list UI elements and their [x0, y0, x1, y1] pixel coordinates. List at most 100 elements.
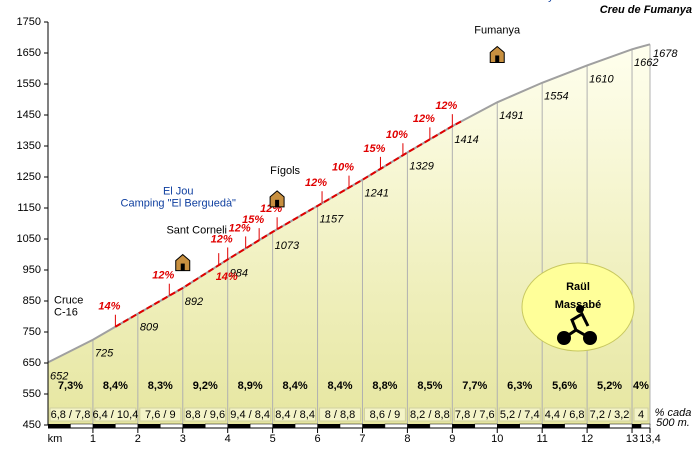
elevation-label: 652	[50, 370, 68, 382]
km-bar	[519, 423, 543, 429]
profile-area	[48, 44, 650, 425]
gradient-label: 7,7%	[462, 380, 487, 392]
steep-label: 12%	[211, 233, 233, 245]
half-km-box	[498, 407, 541, 422]
x-tick-label: 12	[581, 433, 593, 445]
x-tick-label: 1	[90, 433, 96, 445]
km-bar	[640, 423, 651, 429]
km-bar	[160, 423, 184, 429]
place-label: Fígols	[270, 165, 300, 177]
elevation-label: 809	[140, 322, 158, 334]
steep-label: 14%	[98, 301, 120, 313]
y-tick-label: 750	[23, 326, 41, 338]
half-km-label: 8,6 / 9	[370, 409, 401, 421]
half-km-label: 8,2 / 8,8	[410, 409, 450, 421]
half-km-box	[588, 407, 631, 422]
y-tick-label: 1150	[17, 202, 41, 214]
km-bar	[497, 424, 520, 428]
km-bar	[92, 424, 116, 428]
house-door	[275, 199, 280, 207]
half-km-label: 9,4 / 8,4	[230, 409, 270, 421]
half-km-box	[184, 407, 227, 422]
half-km-box	[319, 407, 361, 422]
half-km-box	[408, 407, 451, 422]
elevation-label: 1662	[634, 57, 658, 69]
y-tick-label: 950	[23, 264, 41, 276]
half-km-box	[274, 407, 317, 422]
half-km-label: 8,8 / 9,6	[185, 409, 225, 421]
km-bar	[204, 423, 228, 429]
y-tick-label: 1650	[17, 47, 41, 59]
note: % cada	[655, 407, 692, 419]
km-bar	[407, 424, 430, 428]
rider-name: Massabé	[555, 299, 601, 311]
km-bar	[272, 424, 296, 428]
km-bar	[564, 423, 588, 429]
profile-line	[47, 43, 651, 364]
km-bar	[317, 424, 341, 428]
place-label: Cruce	[54, 294, 83, 306]
x-tick-label: 3	[180, 433, 186, 445]
place-label: C-16	[54, 306, 78, 318]
half-km-label: 5,2 / 7,4	[500, 409, 540, 421]
x-tick-label: 2	[135, 433, 141, 445]
steep-label: 15%	[363, 143, 385, 155]
steep-label: 12%	[305, 177, 327, 189]
km-bar	[587, 424, 610, 428]
half-km-box	[363, 407, 406, 422]
km-bar	[632, 424, 642, 428]
y-tick-label: 1350	[17, 140, 41, 152]
elevation-label: 892	[185, 296, 203, 308]
house-icon	[269, 190, 285, 208]
gradient-label: 7,3%	[58, 380, 83, 392]
chart-title: Creu de Fumanya	[600, 4, 692, 16]
y-tick-label: 1550	[17, 78, 41, 90]
place-label: Sant Corneli	[166, 224, 227, 236]
rider-head	[576, 305, 584, 313]
half-km-box	[453, 407, 496, 422]
half-km-label: 7,8 / 7,6	[455, 409, 495, 421]
gradient-label: 6,3%	[507, 380, 532, 392]
x-tick-label: 10	[491, 433, 503, 445]
half-km-box	[543, 407, 586, 422]
km-bar	[384, 423, 408, 429]
km-bar	[249, 423, 273, 429]
half-km-box	[94, 407, 137, 422]
bike-rider	[563, 311, 591, 340]
elevation-label: 1329	[409, 160, 433, 172]
x-tick-label: 4	[225, 433, 231, 445]
x-tick-label: 5	[270, 433, 276, 445]
steep-label: 15%	[242, 214, 264, 226]
elevation-label: 984	[230, 267, 248, 279]
place-label: Coll de Fumanya	[477, 0, 561, 2]
half-km-box	[229, 407, 272, 422]
y-tick-label: 550	[23, 388, 41, 400]
y-tick-label: 450	[23, 419, 41, 431]
elevation-label: 1491	[499, 110, 523, 122]
y-tick-label: 1250	[17, 171, 41, 183]
place-label: Camping "El Berguedà"	[121, 197, 237, 209]
steep-label: 12%	[413, 113, 435, 125]
y-tick-label: 1050	[17, 233, 41, 245]
steep-line	[114, 120, 462, 328]
gradient-label: 8,4%	[103, 380, 128, 392]
gradient-label: 4%	[633, 380, 649, 392]
house-icon	[489, 45, 505, 63]
y-tick-label: 1450	[17, 109, 41, 121]
half-km-box	[633, 407, 649, 422]
elevation-label: 725	[95, 348, 114, 360]
half-km-box	[49, 407, 92, 422]
house-icon	[175, 253, 191, 272]
km-bar	[115, 423, 139, 429]
rider-name: Raül	[566, 281, 590, 293]
x-tick-label: 11	[536, 433, 547, 445]
x-axis-label: km	[48, 433, 63, 445]
half-km-label: 7,6 / 9	[145, 409, 176, 421]
steep-label: 12%	[435, 100, 457, 112]
gradient-label: 8,5%	[417, 380, 442, 392]
place-label: Fumanya	[474, 24, 521, 36]
gradient-label: 8,4%	[327, 380, 352, 392]
gradient-label: 8,3%	[148, 380, 173, 392]
half-km-box	[139, 407, 182, 422]
